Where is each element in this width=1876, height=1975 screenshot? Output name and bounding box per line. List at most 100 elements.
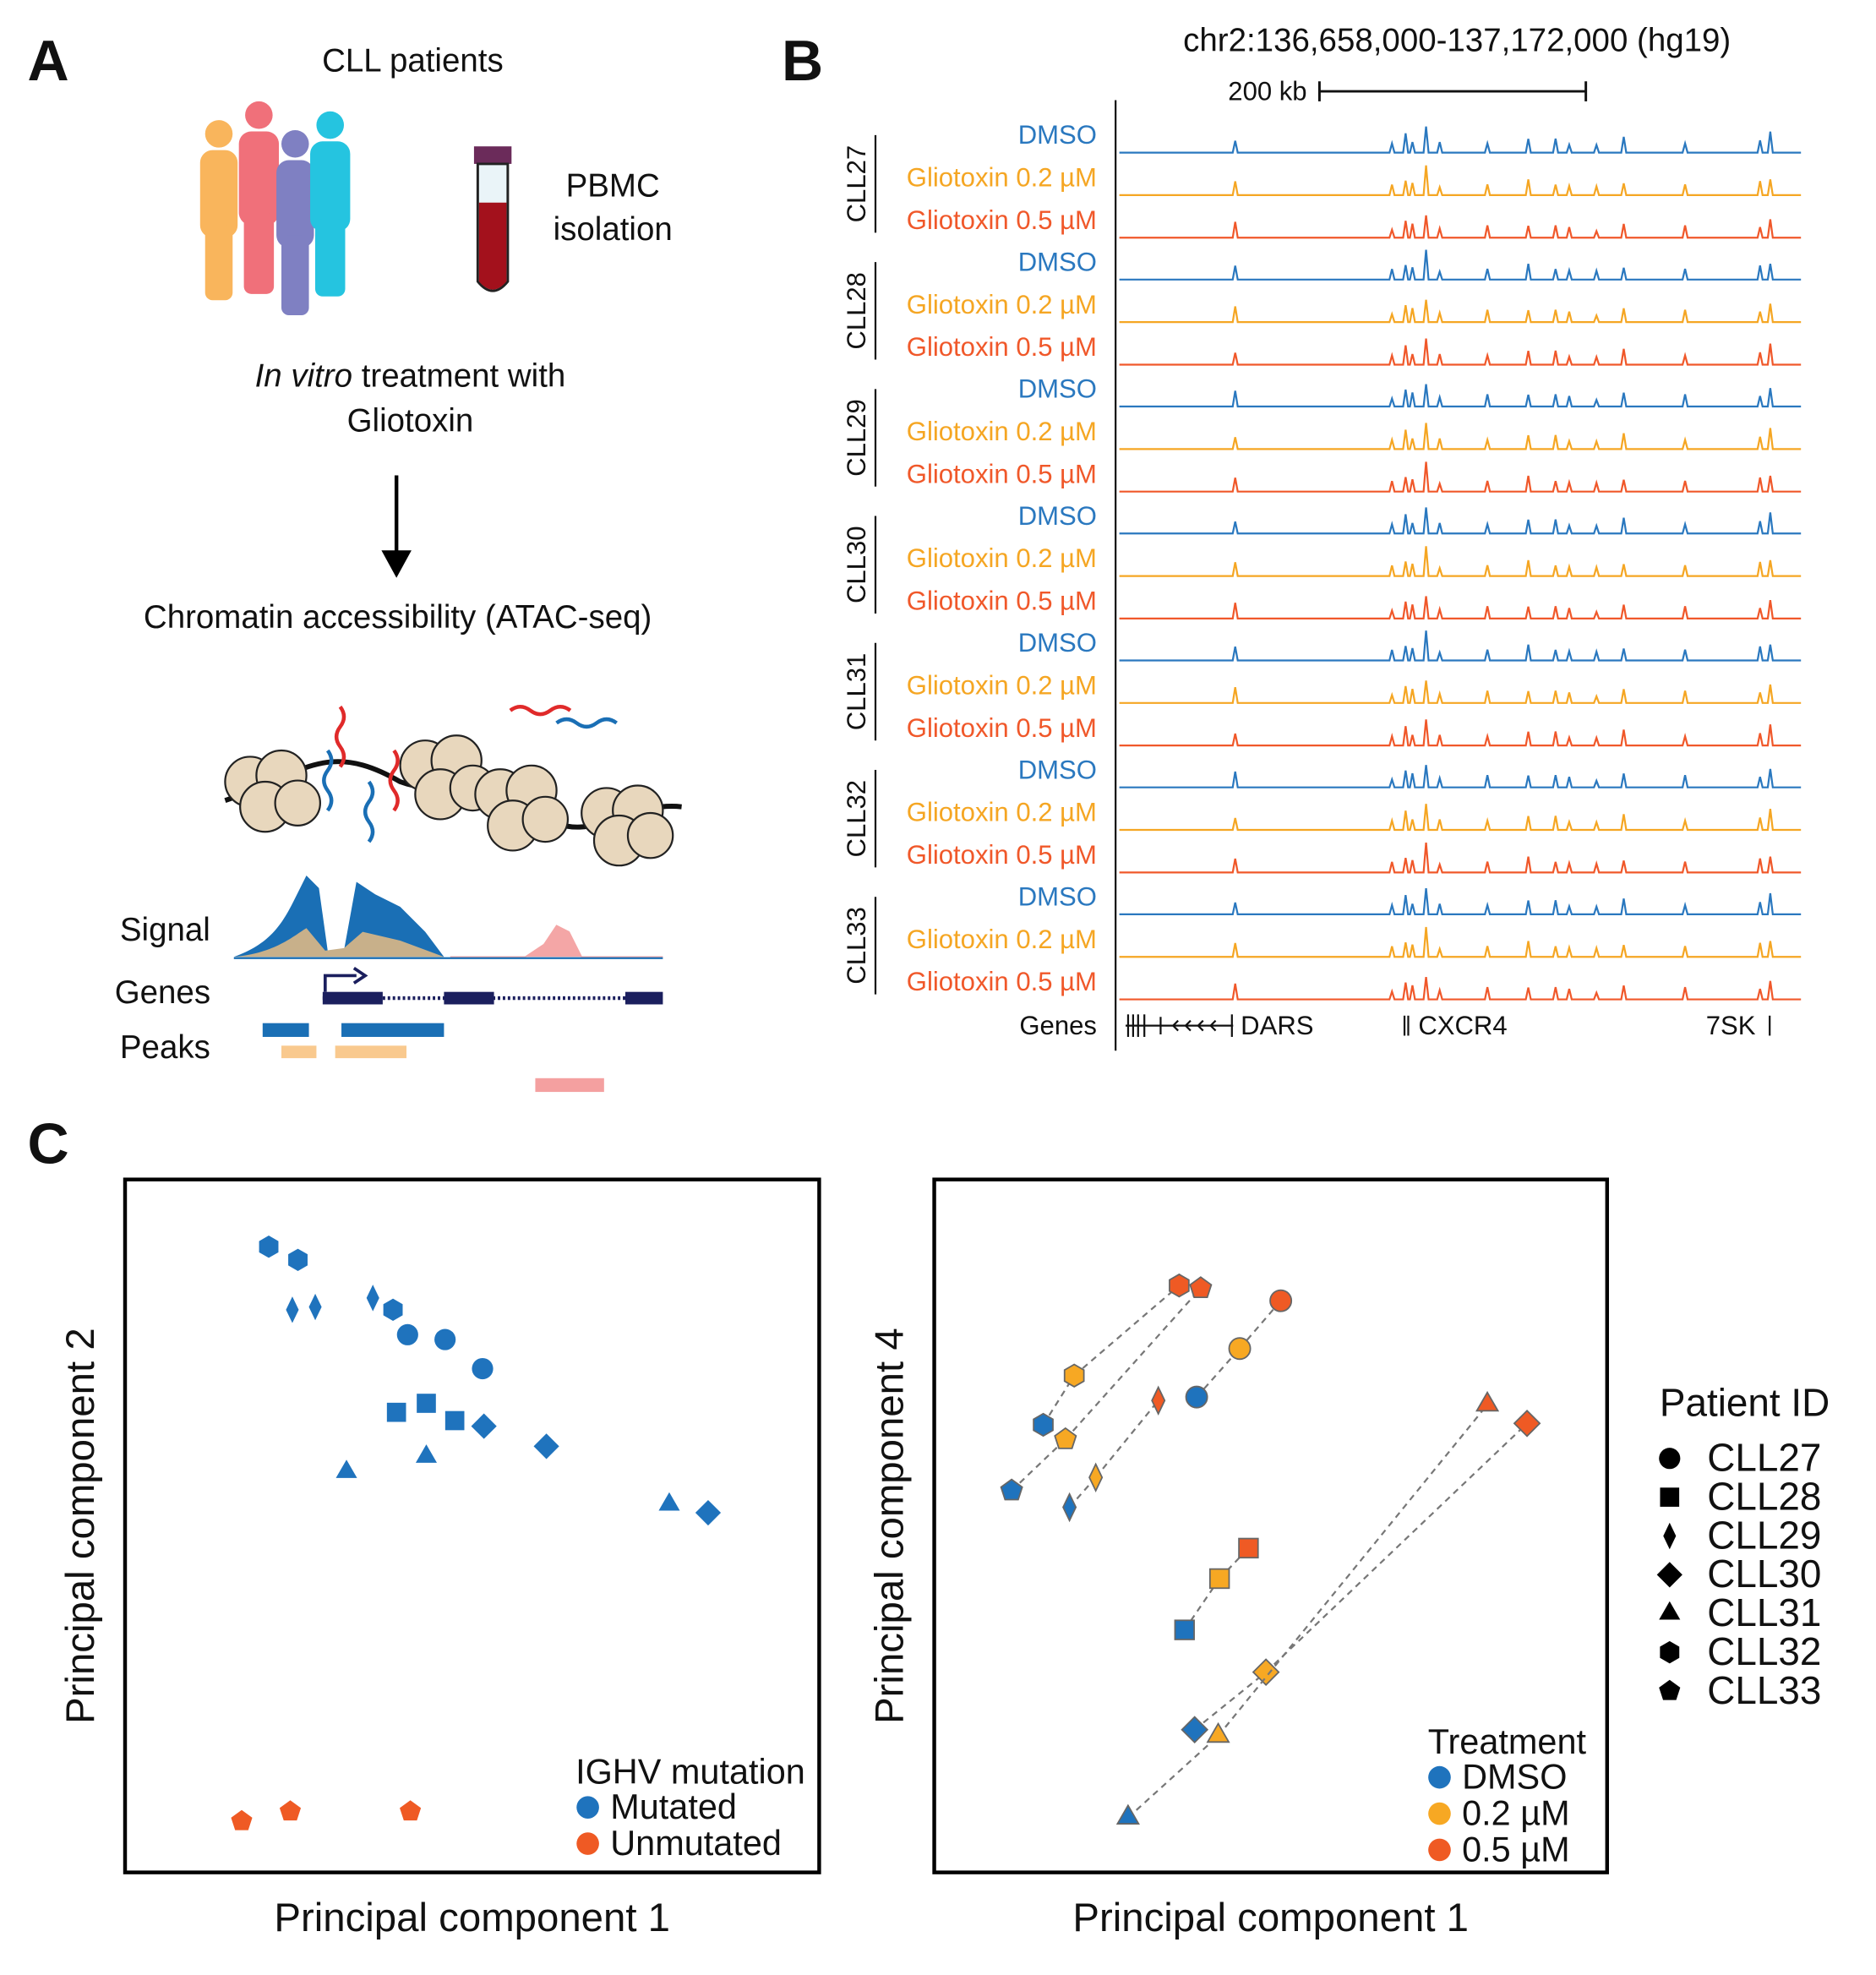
connector — [1073, 1285, 1181, 1377]
legend-label: Unmutated — [610, 1823, 782, 1863]
label: In vitro — [255, 357, 352, 394]
point — [415, 1444, 438, 1463]
title: chr2:136,658,000-137,172,000 (hg19) — [1183, 23, 1731, 59]
legend-label: CLL28 — [1707, 1474, 1821, 1518]
point — [1656, 1562, 1682, 1588]
point — [1663, 1522, 1677, 1550]
label: Gliotoxin — [347, 403, 474, 439]
connector — [1217, 1404, 1488, 1737]
signal-track — [1119, 299, 1802, 324]
signal-track — [1119, 338, 1802, 366]
track-label: Gliotoxin 0.5 µM — [907, 332, 1097, 362]
panel-letter: B — [782, 29, 823, 93]
point — [1269, 1289, 1293, 1312]
point — [231, 1809, 253, 1830]
point — [383, 1298, 403, 1322]
legend-label: 0.5 µM — [1462, 1829, 1570, 1869]
plot-frame — [932, 1177, 1610, 1874]
point — [471, 1413, 497, 1439]
point — [533, 1433, 559, 1459]
arrow — [381, 475, 412, 578]
connector — [1265, 1422, 1528, 1673]
point — [1151, 1385, 1166, 1416]
genes-label: Genes — [1019, 1011, 1097, 1040]
gene-label: CXCR4 — [1418, 1011, 1507, 1040]
plots: Principal component 1 Principal component… — [58, 1177, 1821, 1940]
track-label: DMSO — [1018, 374, 1097, 404]
point — [1660, 1640, 1680, 1664]
point — [1660, 1487, 1680, 1507]
track-label: DMSO — [1018, 247, 1097, 276]
track-label: Gliotoxin 0.5 µM — [907, 967, 1097, 996]
signal-track — [1119, 765, 1802, 788]
connector — [1094, 1399, 1159, 1478]
label: treatment with — [352, 357, 565, 394]
track-label: DMSO — [1018, 628, 1097, 657]
legend-swatch — [1428, 1838, 1451, 1862]
connector — [1194, 1671, 1267, 1731]
legend-label: CLL30 — [1707, 1552, 1821, 1596]
legend-label: 0.2 µM — [1462, 1792, 1570, 1832]
point — [417, 1394, 436, 1413]
y-axis-label: Principal component 2 — [58, 1328, 103, 1724]
point — [288, 1248, 308, 1271]
point — [1228, 1337, 1252, 1361]
gene-label: 7SK — [1706, 1011, 1756, 1040]
track-label: Gliotoxin 0.2 µM — [907, 925, 1097, 954]
point — [1659, 1448, 1681, 1470]
signal-track — [1119, 630, 1802, 662]
point — [366, 1285, 379, 1312]
signal-track — [1119, 977, 1802, 1001]
signal-track — [1119, 507, 1802, 535]
point — [1185, 1385, 1208, 1409]
group-label: CLL33 — [842, 907, 871, 985]
point — [658, 1492, 680, 1511]
signal-track — [1119, 804, 1802, 832]
label: CLL patients — [322, 42, 504, 79]
group-label: CLL30 — [842, 526, 871, 603]
track-label: DMSO — [1018, 755, 1097, 784]
gene-illustration — [262, 967, 663, 1093]
track-label: Gliotoxin 0.5 µM — [907, 205, 1097, 235]
signal-track — [1119, 596, 1802, 620]
track-label: DMSO — [1018, 882, 1097, 912]
plot-frame — [123, 1177, 821, 1874]
connector — [1127, 1735, 1219, 1819]
label: Chromatin accessibility (ATAC-seq) — [144, 599, 652, 636]
point — [1033, 1412, 1054, 1438]
legend-label: CLL29 — [1707, 1513, 1821, 1557]
point — [1115, 1803, 1140, 1825]
y-axis-label: Principal component 4 — [868, 1328, 913, 1724]
legend-label: DMSO — [1462, 1756, 1567, 1796]
point — [1181, 1716, 1209, 1744]
legend-swatch — [576, 1832, 599, 1855]
legend-label: Mutated — [610, 1787, 737, 1826]
scale-bar — [1317, 81, 1588, 101]
point — [1475, 1390, 1500, 1412]
track-label: Gliotoxin 0.5 µM — [907, 459, 1097, 488]
point — [1189, 1276, 1213, 1298]
signal-track — [1119, 719, 1802, 747]
label: In vitro treatment with — [255, 357, 566, 394]
signal-illustration — [233, 876, 663, 959]
group-label: CLL27 — [842, 145, 871, 223]
point — [1063, 1363, 1085, 1388]
signal-track — [1119, 843, 1802, 874]
point — [434, 1328, 456, 1350]
point — [1174, 1619, 1195, 1640]
point — [1206, 1721, 1230, 1743]
tube-icon — [473, 146, 512, 292]
point — [400, 1800, 422, 1821]
label: PBMC — [566, 167, 660, 204]
legend-swatch — [1428, 1802, 1451, 1825]
track-label: DMSO — [1018, 120, 1097, 150]
signal-track — [1119, 249, 1802, 281]
track-label: Gliotoxin 0.2 µM — [907, 163, 1097, 193]
track-label: Gliotoxin 0.2 µM — [907, 670, 1097, 700]
point — [1208, 1568, 1230, 1590]
panel-letter: C — [28, 1111, 69, 1176]
legend-swatch — [1428, 1765, 1451, 1789]
track-label: Signal — [120, 912, 210, 948]
point — [1062, 1492, 1077, 1523]
point — [1659, 1601, 1681, 1620]
